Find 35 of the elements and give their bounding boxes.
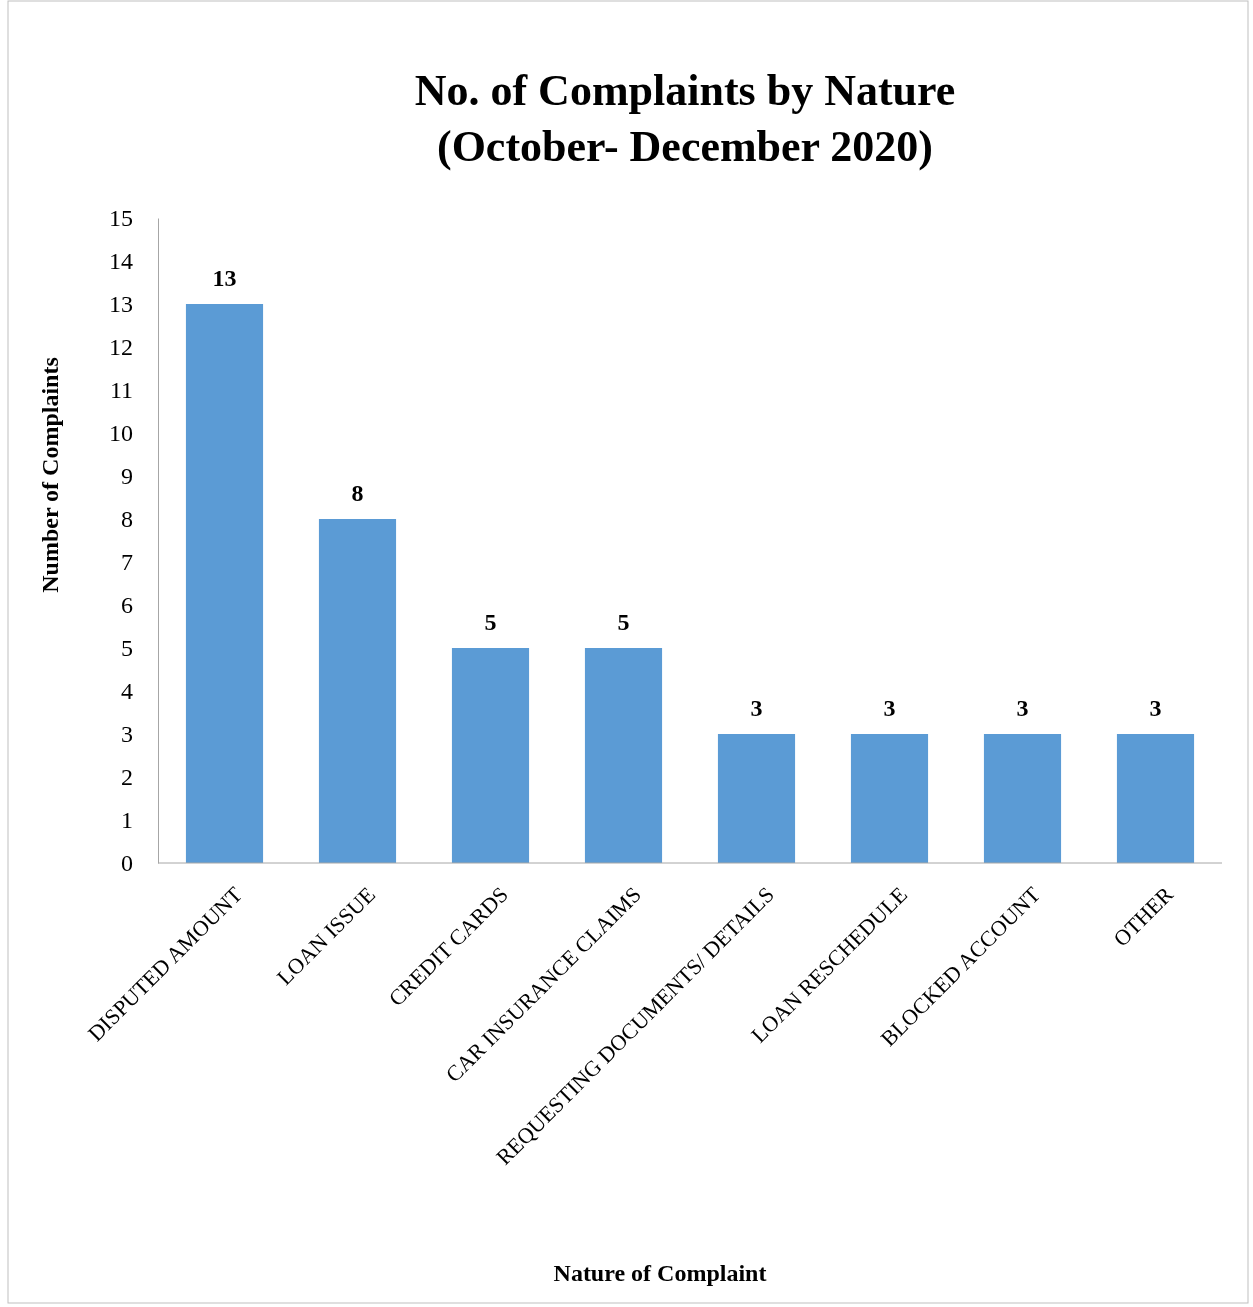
y-tick-label: 2 <box>121 764 133 791</box>
data-label: 5 <box>617 609 630 635</box>
bar <box>584 648 663 863</box>
data-label: 3 <box>1149 695 1162 721</box>
data-label: 3 <box>750 695 763 721</box>
data-label: 8 <box>351 480 364 506</box>
y-tick-label: 13 <box>109 291 133 318</box>
y-tick-label: 12 <box>109 334 133 361</box>
chart-title: No. of Complaints by Nature (October- December 2020) <box>414 66 956 171</box>
data-label: 3 <box>883 695 896 721</box>
bar <box>451 648 530 863</box>
bar <box>185 304 264 863</box>
y-tick-label: 10 <box>109 420 133 447</box>
y-tick-label: 9 <box>121 463 133 490</box>
y-tick-label: 7 <box>121 549 133 576</box>
y-tick-label: 15 <box>109 205 133 232</box>
bar <box>717 734 796 863</box>
data-label: 13 <box>212 265 237 291</box>
bar <box>850 734 929 863</box>
y-tick-label: 8 <box>121 506 133 533</box>
bar <box>318 519 397 863</box>
data-label: 5 <box>484 609 497 635</box>
y-tick-label: 11 <box>109 377 133 404</box>
bar <box>983 734 1062 863</box>
y-tick-label: 3 <box>121 721 133 748</box>
y-tick-label: 5 <box>121 635 133 662</box>
data-label: 3 <box>1016 695 1029 721</box>
y-tick-label: 14 <box>109 248 133 275</box>
y-tick-label: 6 <box>121 592 133 619</box>
bar <box>1116 734 1195 863</box>
y-tick-label: 1 <box>121 807 133 834</box>
y-tick-label: 0 <box>121 850 133 877</box>
y-tick-label: 4 <box>121 678 133 705</box>
y-axis-title: Number of Complaints <box>37 357 63 593</box>
x-axis-title: Nature of Complaint <box>553 1260 767 1286</box>
